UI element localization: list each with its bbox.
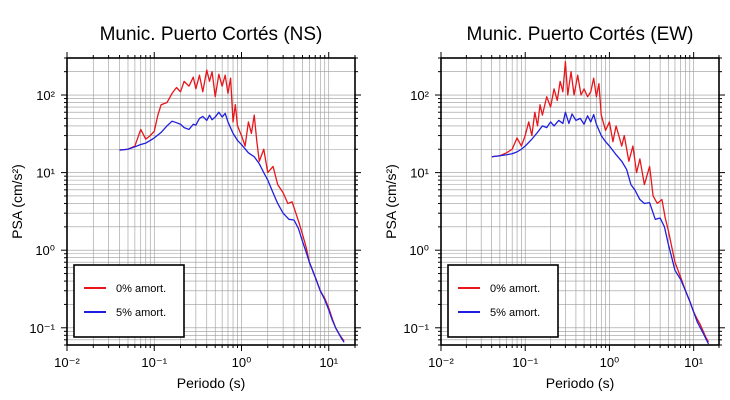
plot-frame xyxy=(440,57,720,346)
y-axis-label: PSA (cm/s²) xyxy=(9,164,25,239)
x-tick-label: 10⁻² xyxy=(54,355,80,370)
legend-label: 0% amort. xyxy=(490,283,540,295)
y-tick-label: 10¹ xyxy=(410,166,429,181)
x-tick-label: 10⁻² xyxy=(428,355,454,370)
series-line-amort-5 xyxy=(119,111,345,343)
legend-label: 5% amort. xyxy=(116,307,166,319)
series-line-amort-0 xyxy=(119,69,345,342)
y-tick-label: 10² xyxy=(36,88,55,103)
chart-title: Munic. Puerto Cortés (EW) xyxy=(467,24,694,45)
x-tick-label: 10⁰ xyxy=(232,355,252,370)
legend: 0% amort. 5% amort. xyxy=(73,264,185,338)
y-tick-label: 10² xyxy=(410,88,429,103)
x-tick-label: 10¹ xyxy=(684,355,703,370)
plot-frame xyxy=(66,57,356,346)
y-tick-label: 10¹ xyxy=(36,166,55,181)
y-tick-label: 10⁻¹ xyxy=(403,321,429,336)
x-tick-label: 10⁻¹ xyxy=(141,355,167,370)
y-tick-label: 10⁰ xyxy=(35,243,55,258)
chart-title: Munic. Puerto Cortés (NS) xyxy=(100,24,323,45)
series-line-amort-0 xyxy=(491,60,710,343)
x-tick-label: 10¹ xyxy=(319,355,338,370)
legend-label: 5% amort. xyxy=(490,307,540,319)
y-tick-label: 10⁻¹ xyxy=(29,321,55,336)
x-tick-label: 10⁰ xyxy=(600,355,620,370)
legend-label: 0% amort. xyxy=(116,283,166,295)
series-line-amort-5 xyxy=(491,111,710,345)
x-tick-label: 10⁻¹ xyxy=(512,355,538,370)
legend-box xyxy=(447,264,559,338)
x-axis-label: Periodo (s) xyxy=(546,375,614,391)
grid xyxy=(66,57,356,346)
legend: 0% amort. 5% amort. xyxy=(447,264,559,338)
chart-panel-ew: 10⁻² 10⁻¹ 10⁰ 10¹ 10⁻¹ 10⁰ 10¹ 10² Munic. Puerto… xyxy=(383,24,725,391)
grid xyxy=(440,57,720,346)
x-axis-label: Periodo (s) xyxy=(177,375,245,391)
y-axis-label: PSA (cm/s²) xyxy=(383,164,399,239)
y-tick-label: 10⁰ xyxy=(409,243,429,258)
legend-box xyxy=(73,264,185,338)
chart-panel-ns: 10⁻² 10⁻¹ 10⁰ 10¹ 10⁻¹ 10⁰ 10¹ 10² Munic. Puerto… xyxy=(9,24,361,391)
